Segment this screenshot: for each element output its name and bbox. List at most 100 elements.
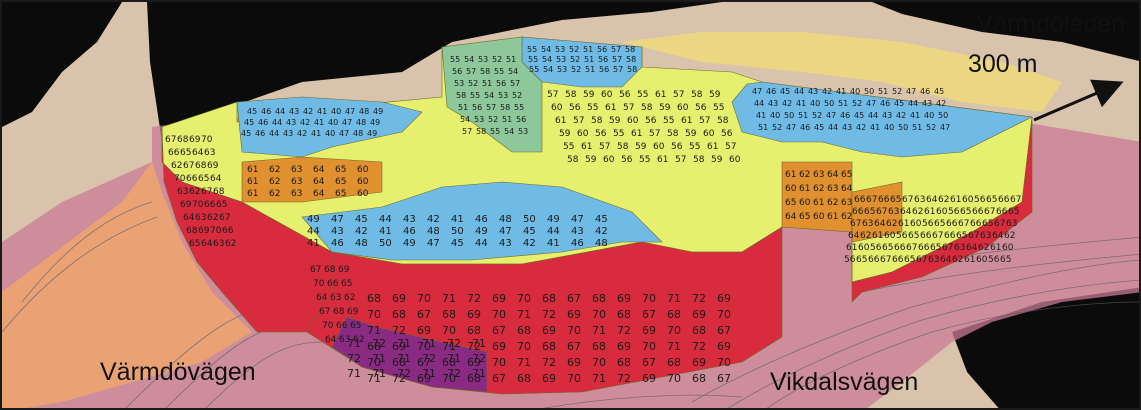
level-label-east: 63 [980,231,991,241]
level-label-inner: 60 [729,155,741,165]
level-label-courtyard: 45 [451,238,464,249]
level-label-orange: 65 [335,177,346,187]
level-label-purple: 72 [372,337,386,350]
level-label-courtyard-ne: 41 [836,87,846,96]
courtyard-nw [236,96,423,158]
level-label-purple: 72 [447,337,461,350]
level-label-west2: 63 [339,335,350,345]
level-label-courtyard: 47 [331,214,344,225]
level-label-south: 68 [467,372,481,385]
level-label-east: 56 [896,231,908,241]
level-label-courtyard: 41 [451,214,464,225]
level-label-north: 58 [625,45,635,54]
level-label-courtyard-ne: 40 [770,111,780,120]
level-label-south: 69 [717,340,731,353]
level-label-south: 70 [567,324,581,337]
level-label-courtyard: 45 [595,214,608,225]
level-label-east: 64 [966,243,978,253]
level-label-inner: 55 [587,103,598,113]
level-label-east: 64 [926,195,938,205]
level-label-west: 70 [210,226,222,236]
level-label-west: 64 [201,239,213,249]
level-label-courtyard-ne: 52 [852,99,862,108]
level-label-green: 55 [470,91,480,100]
level-label-courtyard-ne: 50 [938,111,948,120]
level-label-west: 67 [201,187,212,197]
level-label-south: 72 [542,308,556,321]
level-label-east: 67 [958,219,969,229]
level-label-courtyard-ne: 44 [908,99,918,108]
level-label-south: 71 [592,324,606,337]
level-label-east: 64 [874,219,886,229]
level-label-courtyard-nw: 43 [289,107,299,116]
level-label-south: 68 [442,356,456,369]
level-label-purple: 71 [447,352,461,365]
level-label-east: 61 [898,219,909,229]
level-label-courtyard-nw: 49 [373,107,383,116]
level-label-south: 72 [542,356,556,369]
level-label-south: 69 [642,372,656,385]
level-label-east: 65 [930,243,941,253]
facade-orange-east2 [851,181,903,243]
level-label-orange-east: 64 [841,184,853,194]
level-label-east: 61 [950,195,961,205]
level-label-green: 51 [458,103,468,112]
level-label-green: 53 [474,115,484,124]
level-label-south: 67 [567,292,581,305]
level-label-courtyard: 48 [499,214,512,225]
level-label-east: 66 [946,219,958,229]
level-label-south: 71 [667,292,681,305]
level-label-courtyard-ne: 50 [864,87,874,96]
level-label-green: 54 [460,115,470,124]
level-label-east: 61 [872,231,883,241]
level-label-east: 65 [904,255,915,265]
level-label-east: 66 [878,195,890,205]
level-label-west2: 65 [350,321,361,331]
level-label-east: 63 [954,243,965,253]
level-label-courtyard-nw: 47 [339,129,349,138]
level-label-east: 66 [970,219,982,229]
level-label-orange: 60 [357,165,369,175]
level-label-north: 51 [584,55,594,64]
level-label-courtyard-ne: 43 [922,99,932,108]
level-label-courtyard-ne: 41 [870,123,880,132]
level-label-east: 61 [990,243,1001,253]
level-label-courtyard-nw: 43 [286,118,296,127]
level-label-courtyard: 47 [427,238,440,249]
facade-orange-west [241,156,383,203]
level-label-courtyard-ne: 44 [828,123,838,132]
level-label-north: 52 [570,55,580,64]
level-label-green: 52 [468,79,478,88]
level-label-green: 58 [456,91,466,100]
level-label-west2: 64 [316,293,328,303]
level-label-orange-east: 61 [799,184,810,194]
level-label-courtyard-ne: 51 [758,123,768,132]
level-label-courtyard-nw: 41 [311,129,321,138]
level-label-south: 72 [467,292,481,305]
level-label-courtyard: 43 [571,226,584,237]
level-label-west2: 67 [319,307,330,317]
level-label-green: 57 [466,67,476,76]
level-label-inner: 60 [603,155,615,165]
level-label-east: 66 [868,255,880,265]
level-label-courtyard: 49 [307,214,320,225]
level-label-orange-east: 64 [785,212,797,222]
level-label-courtyard: 42 [523,238,536,249]
level-label-inner: 56 [595,129,607,139]
level-label-east: 67 [942,243,953,253]
level-label-purple: 71 [347,337,361,350]
level-label-courtyard-ne: 47 [866,99,876,108]
road-label-varmdoleden: Värmdöleden [976,10,1125,38]
level-label-courtyard-ne: 43 [768,99,778,108]
level-label-courtyard-ne: 42 [936,99,946,108]
level-label-south: 69 [692,356,706,369]
level-label-courtyard-nw: 44 [275,107,285,116]
level-label-green: 56 [452,67,462,76]
level-label-courtyard: 49 [475,226,488,237]
level-label-south: 69 [467,356,481,369]
level-label-south: 69 [392,340,406,353]
level-label-courtyard: 44 [547,226,560,237]
level-label-orange: 61 [247,189,258,199]
